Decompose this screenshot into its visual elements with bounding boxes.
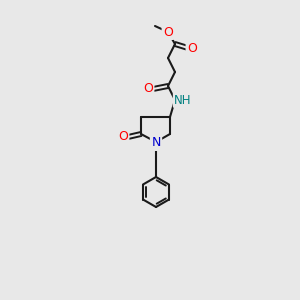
Text: O: O [163,26,173,38]
Text: NH: NH [174,94,192,106]
Text: O: O [143,82,153,95]
Text: N: N [151,136,161,149]
Text: O: O [118,130,128,143]
Text: O: O [187,41,197,55]
